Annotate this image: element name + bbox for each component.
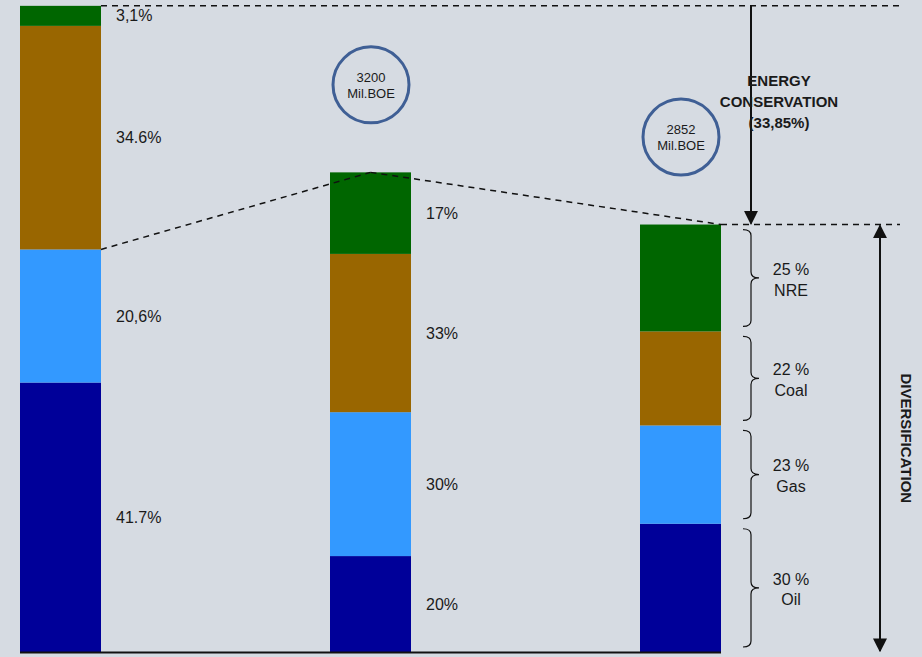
svg-text:34.6%: 34.6% (116, 129, 161, 146)
svg-text:20%: 20% (426, 596, 458, 613)
svg-text:22 %Coal: 22 %Coal (773, 361, 809, 399)
svg-text:30%: 30% (426, 476, 458, 493)
svg-text:3,1%: 3,1% (116, 7, 152, 24)
svg-text:3200Mil.BOE: 3200Mil.BOE (347, 70, 395, 101)
svg-text:33%: 33% (426, 325, 458, 342)
svg-text:23 %Gas: 23 %Gas (773, 457, 809, 495)
svg-text:ENERGYCONSERVATION(33,85%): ENERGYCONSERVATION(33,85%) (720, 72, 838, 131)
svg-text:17%: 17% (426, 205, 458, 222)
svg-text:30 %Oil: 30 %Oil (773, 571, 809, 609)
svg-text:41.7%: 41.7% (116, 509, 161, 526)
svg-text:20,6%: 20,6% (116, 308, 161, 325)
svg-text:25 %NRE: 25 %NRE (773, 261, 809, 299)
svg-text:DIVERSIFICATION: DIVERSIFICATION (898, 373, 915, 503)
svg-text:2852Mil.BOE: 2852Mil.BOE (657, 122, 705, 153)
